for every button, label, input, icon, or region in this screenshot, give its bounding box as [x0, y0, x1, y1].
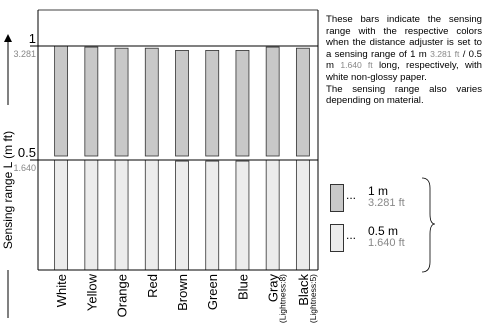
bar-1m-brown — [175, 50, 189, 157]
description-text: These bars indicate the sensing range wi… — [326, 14, 482, 107]
x-tick-note: (Lightness:5) — [308, 274, 318, 323]
bar-05m-orange — [114, 159, 129, 271]
legend-sub-05m: 1.640 ft — [368, 237, 405, 249]
legend-label-1m: 1 m — [368, 184, 389, 198]
x-tick-label: Blue — [235, 274, 250, 300]
bar-1m-green — [205, 50, 220, 157]
y-arrow-head — [4, 34, 12, 42]
bar-05m-yellow — [84, 159, 99, 271]
bar-1m-blue — [235, 50, 250, 157]
y-tick-label: 0.5 — [18, 145, 36, 160]
description-p2: The sensing range also varies depending … — [326, 83, 482, 107]
bar-05m-black — [295, 159, 310, 271]
x-tick-note: (Lightness:8) — [278, 274, 288, 323]
bar-05m-white — [54, 159, 69, 271]
y-tick-sublabel: 1.640 — [13, 163, 36, 173]
legend-brace — [421, 177, 436, 273]
bar-1m-yellow — [84, 46, 99, 157]
x-tick-label: White — [54, 274, 69, 307]
bar-1m-gray — [265, 46, 280, 157]
bar-1m-red — [144, 47, 159, 157]
legend-dots-05m: ... — [346, 228, 357, 242]
legend-swatch-1m — [330, 184, 344, 212]
legend-sub-1m: 3.281 ft — [368, 197, 405, 209]
bar-1m-black — [295, 47, 310, 157]
x-tick-label: Green — [205, 274, 220, 310]
bar-05m-gray — [265, 159, 280, 271]
legend-label-05m: 0.5 m — [368, 224, 399, 238]
x-tick-label: Brown — [175, 274, 190, 311]
bar-1m-orange — [114, 47, 129, 157]
bar-1m-white — [54, 45, 69, 157]
x-tick-label: Orange — [115, 274, 130, 317]
legend-dots-1m: ... — [346, 188, 357, 202]
y-tick-label: 1 — [29, 31, 36, 46]
bar-05m-red — [144, 159, 159, 271]
x-tick-label: Gray — [266, 274, 281, 303]
bar-05m-blue — [235, 160, 250, 271]
description-p1-ft1: 3.281 ft — [430, 48, 460, 59]
x-tick-label: Red — [145, 274, 160, 298]
description-p1-b: / 0.5 m — [326, 48, 483, 72]
description-p1-a: These bars indicate the sensing range wi… — [326, 14, 482, 60]
y-axis-label: Sensing range L (m ft) — [1, 131, 15, 249]
description-p1-ft2: 1.640 ft — [340, 60, 373, 71]
description-p1-c: long, respectively, with white non-gloss… — [326, 60, 483, 83]
x-tick-label: Black — [296, 274, 311, 306]
y-tick-sublabel: 3.281 — [13, 49, 36, 59]
x-tick-label: Yellow — [84, 273, 99, 311]
bar-05m-green — [205, 160, 220, 271]
legend-swatch-05m — [330, 224, 344, 252]
bar-05m-brown — [175, 160, 189, 271]
